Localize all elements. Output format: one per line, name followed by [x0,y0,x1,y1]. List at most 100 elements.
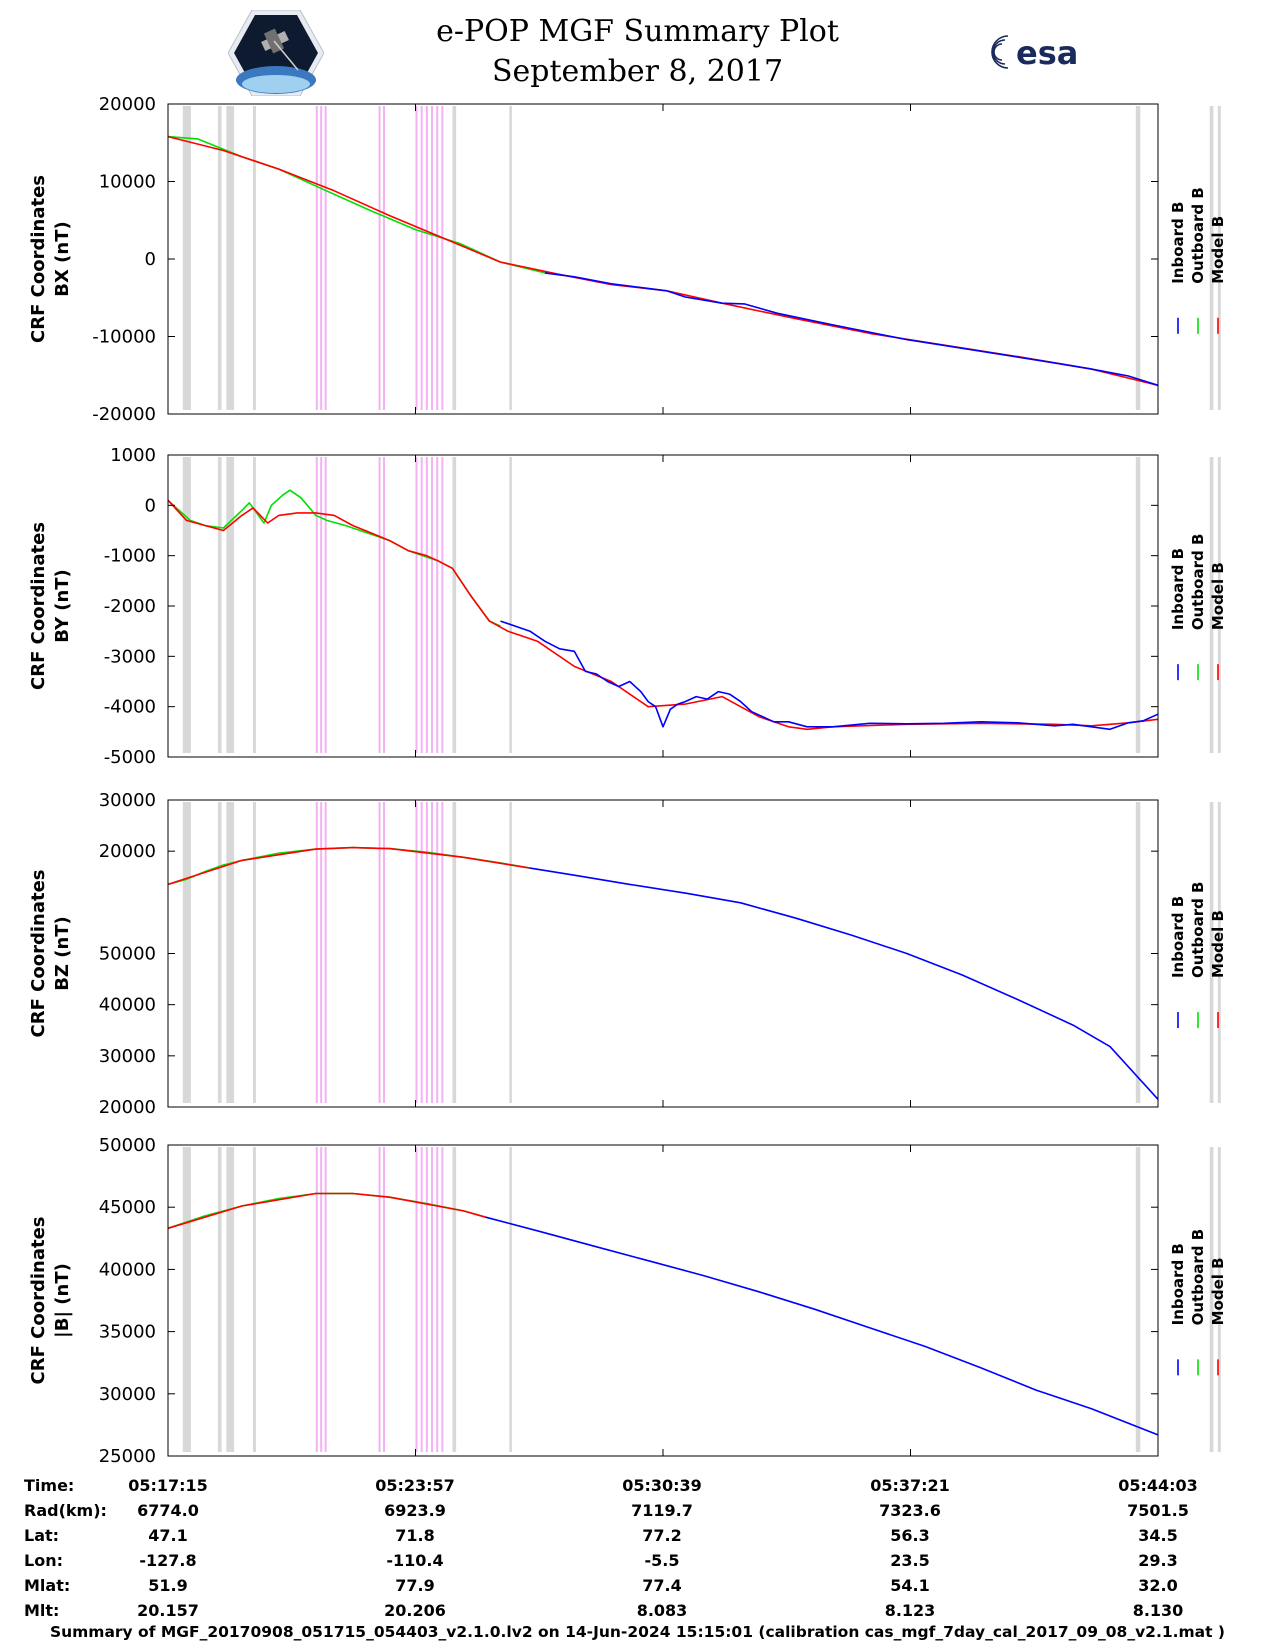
gray-band [217,1147,222,1452]
legend-label: Model B [1209,1257,1227,1325]
magenta-band [378,802,381,1103]
legend-label: Inboard B [1169,548,1187,630]
magenta-band [320,457,323,753]
info-value-rad: 6923.9 [384,1501,446,1520]
y-tick-label: -4000 [104,697,156,718]
info-value-mlt: 8.083 [636,1601,688,1620]
magenta-band [436,457,439,753]
magenta-band [324,106,327,410]
info-value-time: 05:17:15 [128,1476,208,1495]
info-value-rad: 7501.5 [1127,1501,1189,1520]
magenta-band [324,802,327,1103]
info-value-mlt: 8.130 [1132,1601,1184,1620]
info-value-mlt: 8.123 [884,1601,936,1620]
legend-label: Inboard B [1169,202,1187,284]
magenta-band [441,1147,444,1452]
info-value-mlat: 77.4 [642,1576,682,1595]
magenta-band [420,802,423,1103]
y-tick-label: 0 [145,249,156,270]
y-tick-label: -10000 [92,327,156,348]
y-tick-label: 10000 [99,172,156,193]
gray-band [1217,106,1221,410]
info-value-mlt: 20.206 [384,1601,446,1620]
magenta-band [415,106,418,410]
y-tick-label: 1000 [110,445,156,466]
magenta-band [415,1147,418,1452]
gray-band [226,106,235,410]
legend-label: Outboard B [1189,187,1207,284]
info-value-lat: 77.2 [642,1526,682,1545]
series-line-outboard-b [167,135,545,274]
magenta-band [324,1147,327,1452]
gray-band [509,106,512,410]
magenta-band [441,106,444,410]
y-tick-label: -1000 [104,546,156,567]
gray-band [252,106,256,410]
info-row-label: Lon: [24,1551,63,1570]
magenta-band [382,457,385,753]
magenta-band [431,457,434,753]
y-tick-label: 30000 [99,1046,156,1067]
magenta-band [425,802,428,1103]
y-tick-label: 20000 [99,94,156,115]
gray-band [452,457,457,753]
gray-band [509,457,512,753]
gray-band [226,802,235,1103]
y-axis-label: BZ (nT) [52,916,73,991]
y-axis-label: CRF Coordinates [28,1217,49,1385]
gray-band [226,457,235,753]
series-line-inboard-b [544,272,1159,387]
magenta-band [425,106,428,410]
magenta-band [425,457,428,753]
info-value-mlat: 54.1 [890,1576,930,1595]
chart-title: e-POP MGF Summary Plot [436,14,839,49]
legend-label: Inboard B [1169,896,1187,978]
gray-band [217,802,222,1103]
gray-band [182,457,191,753]
magenta-band [382,106,385,410]
magenta-band [436,106,439,410]
legend-label: Model B [1209,910,1227,978]
y-tick-label: 40000 [99,995,156,1016]
gray-band [252,1147,256,1452]
info-value-lon: -110.4 [386,1551,444,1570]
info-value-time: 05:37:21 [870,1476,950,1495]
y-tick-label: -20000 [92,404,156,425]
gray-band [1209,802,1214,1103]
info-value-lon: -127.8 [139,1551,197,1570]
gray-band [217,106,222,410]
y-axis-label: |B| (nT) [52,1263,73,1338]
y-tick-label: -5000 [104,747,156,768]
y-axis-label: CRF Coordinates [28,175,49,343]
magenta-band [431,1147,434,1452]
title-block: e-POP MGF Summary Plot September 8, 2017… [0,0,1275,100]
magenta-band [425,1147,428,1452]
magenta-band [436,1147,439,1452]
esa-logo: esa [978,30,1098,74]
gray-band [509,802,512,1103]
info-value-mlt: 20.157 [137,1601,199,1620]
gray-band [252,802,256,1103]
series-line-model-b [167,846,531,886]
info-value-lat: 47.1 [148,1526,188,1545]
legend-label: Outboard B [1189,534,1207,631]
gray-band [1135,802,1141,1103]
gray-band [182,1147,191,1452]
info-value-mlat: 32.0 [1138,1576,1178,1595]
plot-panel-3: 20000 30000 40000 50000 20000 30000 CRF Coordi… [28,790,1227,1118]
magenta-band [431,802,434,1103]
info-value-time: 05:30:39 [622,1476,702,1495]
esa-logo-text: esa [1016,34,1078,72]
magenta-band [420,1147,423,1452]
magenta-band [441,457,444,753]
info-row-label: Rad(km): [24,1501,107,1520]
gray-band [452,802,457,1103]
magenta-band [382,1147,385,1452]
magenta-band [378,106,381,410]
magenta-band [420,106,423,410]
plot-panel-4: 25000 30000 35000 40000 45000 50000 CRF Coordi… [28,1135,1227,1467]
legend-label: Model B [1209,562,1227,630]
info-row-label: Mlt: [24,1601,60,1620]
magenta-band [415,457,418,753]
y-tick-label: 20000 [99,1097,156,1118]
